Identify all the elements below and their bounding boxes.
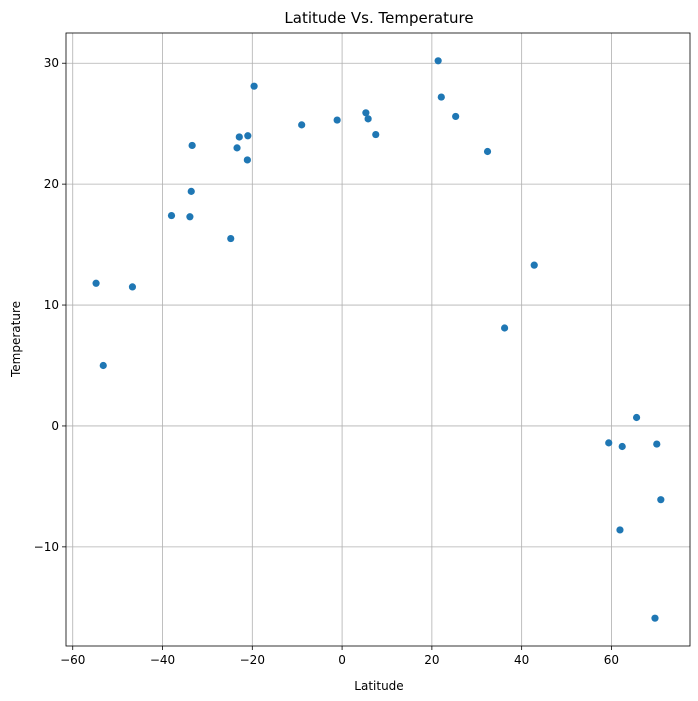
data-point [233, 144, 241, 152]
data-point [653, 440, 661, 448]
x-tick-label: −40 [150, 653, 175, 667]
data-point [362, 109, 370, 117]
data-point [437, 93, 445, 101]
axis-ticks: −60 −40 −20 0 20 40 60 −10 0 10 20 30 [34, 56, 619, 667]
x-tick-label: 60 [604, 653, 619, 667]
data-point [99, 361, 107, 370]
y-tick-label: 10 [44, 298, 59, 312]
data-point [227, 234, 235, 243]
chart-title: Latitude Vs. Temperature [284, 9, 473, 27]
data-point [483, 147, 492, 156]
data-point [188, 141, 196, 150]
data-points [92, 57, 665, 622]
data-point [657, 496, 665, 504]
x-tick-label: −60 [60, 653, 85, 667]
x-axis-label: Latitude [354, 679, 403, 693]
plot-frame [65, 32, 691, 647]
x-tick-label: 40 [514, 653, 529, 667]
data-point [244, 132, 252, 140]
y-tick-label: 0 [51, 419, 59, 433]
data-point [434, 57, 442, 65]
data-point [452, 112, 460, 121]
x-tick-label: 20 [424, 653, 439, 667]
x-tick-label: 0 [338, 653, 346, 667]
data-point [651, 614, 659, 622]
x-tick-label: −20 [240, 653, 265, 667]
data-point [616, 526, 624, 534]
y-tick-label: 30 [44, 56, 59, 70]
data-point [243, 156, 251, 164]
y-tick-label: −10 [34, 540, 59, 554]
data-point [187, 187, 195, 195]
data-point [128, 283, 137, 291]
data-point [632, 413, 641, 422]
data-point [605, 439, 613, 447]
data-point [235, 133, 243, 141]
data-point [298, 121, 306, 129]
data-point [250, 82, 258, 90]
data-point [500, 324, 509, 332]
grid [66, 33, 690, 646]
data-point [186, 213, 194, 221]
data-point [364, 115, 372, 123]
data-point [333, 116, 341, 124]
y-axis-label: Temperature [9, 301, 23, 378]
data-point [167, 211, 176, 220]
data-point [372, 130, 380, 139]
data-point [618, 442, 626, 451]
y-tick-label: 20 [44, 177, 59, 191]
data-point [92, 279, 100, 287]
data-point [530, 261, 538, 269]
